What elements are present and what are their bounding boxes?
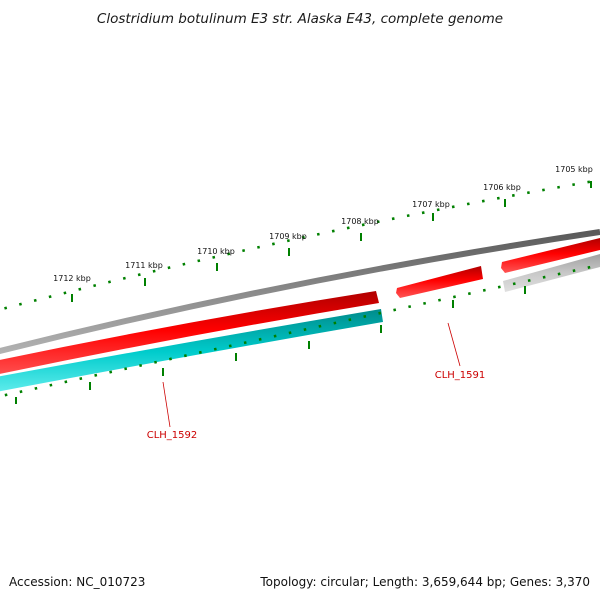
gene-label-text-clh-1591[interactable]: CLH_1591 [435,370,486,381]
inner-scale-ruler [0,263,600,404]
forward-cds-left [0,291,379,374]
forward-cds-arrow-right [501,238,600,273]
scale-label-1708: 1708 kbp [341,217,379,226]
scale-label-1711: 1711 kbp [125,261,163,270]
reverse-cds-clh-1592 [0,309,383,392]
scale-label-1712: 1712 kbp [53,274,91,283]
scale-label-1710: 1710 kbp [197,247,235,256]
forward-strand-features [0,238,600,374]
gene-label-clh-1592[interactable]: CLH_1592 [147,381,198,441]
scale-label-1705: 1705 kbp [555,165,593,174]
gene-leader-line-clh-1591 [447,322,461,367]
scale-label-1707: 1707 kbp [412,200,450,209]
grey-feature [503,254,600,292]
map-title: Clostridium botulinum E3 str. Alaska E43… [97,11,503,27]
gene-label-text-clh-1592[interactable]: CLH_1592 [147,430,198,441]
forward-cds-clh-1591 [396,266,483,298]
gene-leader-line-clh-1592 [162,381,171,428]
genome-summary-text: Topology: circular; Length: 3,659,644 bp… [259,575,590,589]
gene-label-clh-1591[interactable]: CLH_1591 [435,322,486,381]
inner-scale-dots [0,263,600,398]
genome-backbone [0,229,600,355]
accession-text: Accession: NC_010723 [9,575,145,589]
scale-label-1709: 1709 kbp [269,232,307,241]
scale-label-1706: 1706 kbp [483,183,521,192]
outer-scale-ruler: 1705 kbp 1706 kbp 1707 kbp 1708 kbp 1709… [0,165,600,311]
outer-scale-dots [0,178,600,311]
